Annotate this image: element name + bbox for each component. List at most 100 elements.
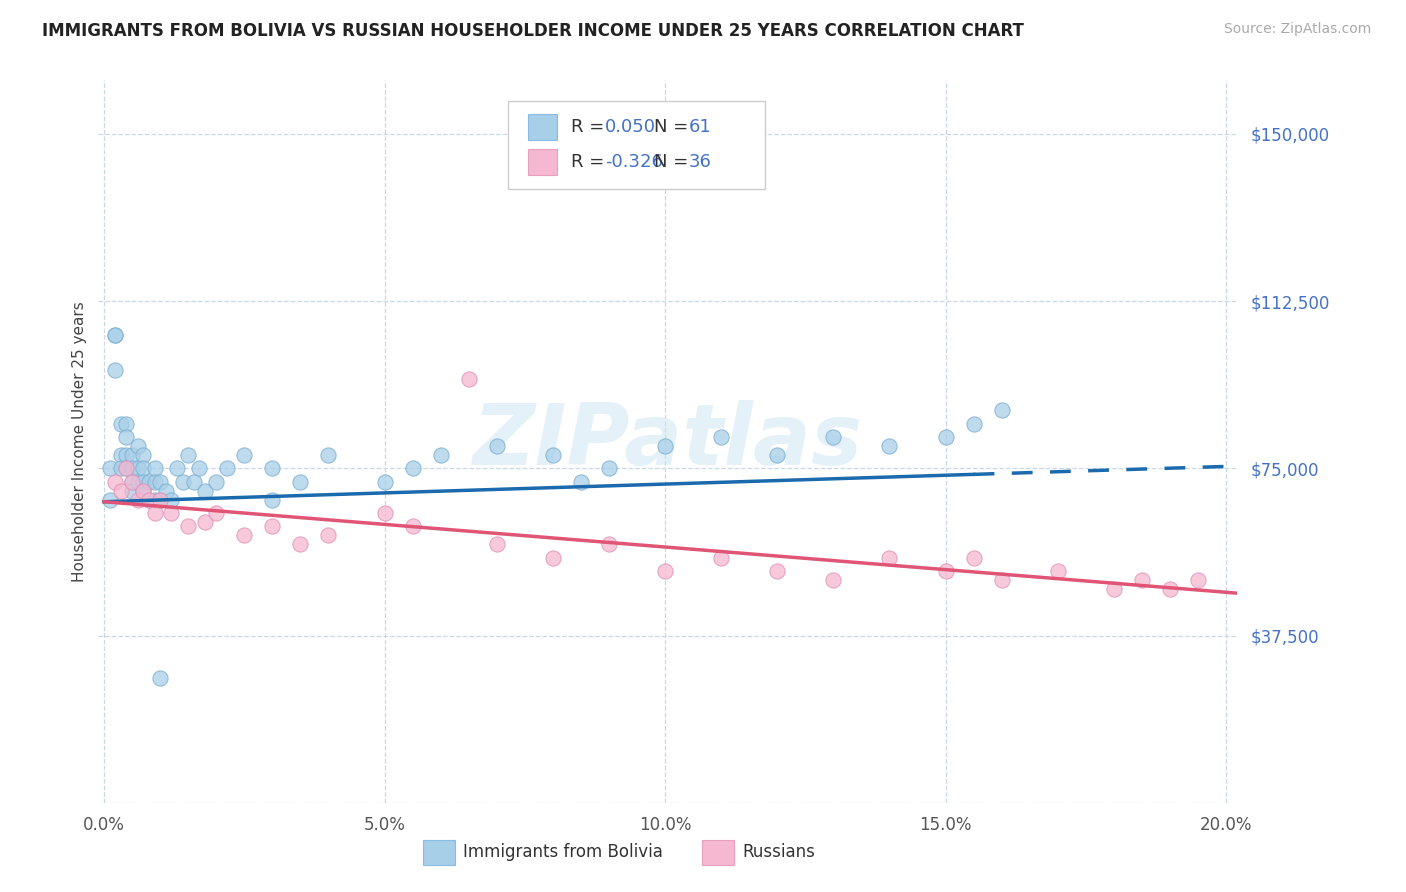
Point [98,461,121,475]
Point [138,492,160,507]
Point [318,448,340,462]
Point [194,515,217,529]
Point [485,439,508,453]
Point [132,483,155,498]
Point [233,528,256,542]
Point [262,492,284,507]
Point [127,475,149,489]
Text: Russians: Russians [742,843,814,861]
Point [1046,564,1069,578]
Point [1159,582,1181,596]
Point [1102,582,1125,596]
FancyBboxPatch shape [527,149,557,175]
Point [205,506,228,520]
Point [188,461,211,475]
Point [166,461,188,475]
Point [990,403,1012,417]
Point [143,492,166,507]
Text: 0.050: 0.050 [605,119,657,136]
Point [115,448,138,462]
Point [710,430,733,444]
Point [373,475,395,489]
Point [143,506,166,520]
Point [766,564,789,578]
Point [194,483,217,498]
Point [990,573,1012,587]
Point [149,475,172,489]
Point [569,475,592,489]
Point [110,448,132,462]
Text: IMMIGRANTS FROM BOLIVIA VS RUSSIAN HOUSEHOLDER INCOME UNDER 25 YEARS CORRELATION: IMMIGRANTS FROM BOLIVIA VS RUSSIAN HOUSE… [42,22,1024,40]
Point [598,537,620,551]
Point [121,475,143,489]
Point [104,327,127,342]
Y-axis label: Householder Income Under 25 years: Householder Income Under 25 years [72,301,87,582]
Point [177,519,200,533]
Point [121,461,143,475]
Point [155,483,177,498]
Point [823,430,845,444]
FancyBboxPatch shape [527,114,557,140]
Point [710,550,733,565]
Point [121,483,143,498]
Point [879,550,901,565]
Point [127,439,149,453]
FancyBboxPatch shape [509,101,765,189]
Point [183,475,205,489]
Point [132,461,155,475]
Point [149,671,172,685]
Point [766,448,789,462]
Point [132,483,155,498]
Text: Immigrants from Bolivia: Immigrants from Bolivia [463,843,662,861]
Point [115,461,138,475]
Text: R =: R = [571,119,610,136]
Point [401,519,423,533]
Point [138,492,160,507]
Point [233,448,256,462]
Point [115,461,138,475]
Point [823,573,845,587]
Point [138,475,160,489]
Point [121,448,143,462]
Point [541,448,564,462]
Point [121,475,143,489]
Point [172,475,194,489]
Text: Source: ZipAtlas.com: Source: ZipAtlas.com [1223,22,1371,37]
Point [598,461,620,475]
Point [262,519,284,533]
Text: 36: 36 [689,153,711,171]
Point [104,363,127,377]
Point [110,461,132,475]
Point [318,528,340,542]
Point [654,564,676,578]
Point [143,461,166,475]
Point [429,448,451,462]
FancyBboxPatch shape [423,840,456,865]
Point [541,550,564,565]
Text: N =: N = [654,119,695,136]
Point [160,506,183,520]
Point [290,537,312,551]
Point [115,417,138,431]
Point [132,448,155,462]
Point [115,430,138,444]
Point [654,439,676,453]
Point [373,506,395,520]
FancyBboxPatch shape [702,840,734,865]
Point [262,461,284,475]
Point [1130,573,1153,587]
Point [160,492,183,507]
Point [935,564,957,578]
Text: ZIPatlas: ZIPatlas [472,400,863,483]
Point [457,372,479,386]
Text: 61: 61 [689,119,711,136]
Point [205,475,228,489]
Point [104,475,127,489]
Point [98,492,121,507]
Point [485,537,508,551]
Point [217,461,239,475]
Point [401,461,423,475]
Point [143,475,166,489]
Point [1187,573,1209,587]
Point [132,475,155,489]
